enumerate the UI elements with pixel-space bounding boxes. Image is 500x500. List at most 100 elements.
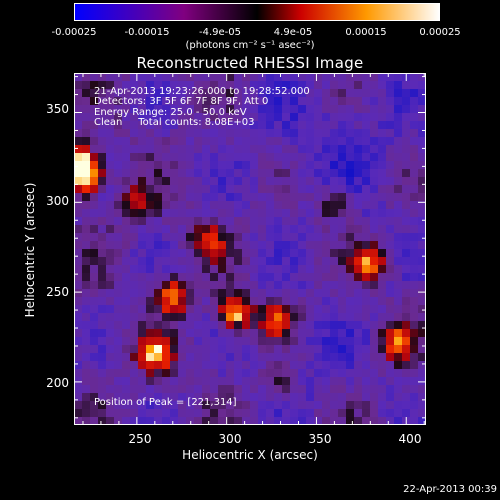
heatmap-cell	[394, 417, 402, 425]
heatmap-cell	[218, 329, 226, 337]
heatmap-cell	[210, 73, 218, 81]
heatmap-cell	[178, 401, 186, 409]
heatmap-cell	[98, 145, 106, 153]
heatmap-cell	[274, 273, 282, 281]
heatmap-cell	[226, 385, 234, 393]
heatmap-cell	[114, 161, 122, 169]
heatmap-cell	[90, 177, 98, 185]
heatmap-cell	[346, 297, 354, 305]
heatmap-cell	[274, 193, 282, 201]
heatmap-cell	[314, 121, 322, 129]
heatmap-cell	[162, 113, 170, 121]
heatmap-cell	[418, 201, 426, 209]
heatmap-cell	[74, 113, 82, 121]
heatmap-cell	[402, 153, 410, 161]
heatmap-cell	[362, 113, 370, 121]
heatmap-cell	[378, 353, 386, 361]
heatmap-cell	[146, 385, 154, 393]
heatmap-cell	[194, 177, 202, 185]
heatmap-cell	[162, 129, 170, 137]
timestamp: 22-Apr-2013 00:39	[403, 484, 497, 495]
heatmap-cell	[282, 121, 290, 129]
heatmap-cell	[330, 281, 338, 289]
heatmap-cell	[82, 361, 90, 369]
heatmap-cell	[130, 297, 138, 305]
heatmap-cell	[306, 337, 314, 345]
heatmap-cell	[402, 225, 410, 233]
heatmap-cell	[90, 193, 98, 201]
heatmap-cell	[250, 249, 258, 257]
heatmap-cell	[186, 249, 194, 257]
heatmap-cell	[298, 233, 306, 241]
heatmap-cell	[210, 105, 218, 113]
heatmap-cell	[378, 377, 386, 385]
heatmap-cell	[114, 217, 122, 225]
heatmap-cell	[250, 81, 258, 89]
heatmap-cell	[250, 409, 258, 417]
heatmap-cell	[354, 225, 362, 233]
heatmap-cell	[250, 225, 258, 233]
heatmap-cell	[106, 193, 114, 201]
heatmap-cell	[418, 97, 426, 105]
heatmap-cell	[266, 153, 274, 161]
heatmap-cell	[402, 313, 410, 321]
heatmap-cell	[274, 249, 282, 257]
heatmap-cell	[194, 73, 202, 81]
heatmap-cell	[202, 289, 210, 297]
heatmap-cell	[402, 345, 410, 353]
heatmap-cell	[226, 329, 234, 337]
heatmap-cell	[282, 353, 290, 361]
heatmap-cell	[306, 225, 314, 233]
heatmap-cell	[290, 209, 298, 217]
heatmap-cell	[98, 97, 106, 105]
heatmap-cell	[282, 73, 290, 81]
heatmap-cell	[322, 129, 330, 137]
heatmap-cell	[170, 193, 178, 201]
heatmap-cell	[346, 313, 354, 321]
heatmap-cell	[370, 113, 378, 121]
heatmap-cell	[74, 385, 82, 393]
heatmap-cell	[306, 185, 314, 193]
heatmap-cell	[314, 345, 322, 353]
heatmap-cell	[354, 409, 362, 417]
heatmap-cell	[234, 409, 242, 417]
heatmap-cell	[98, 129, 106, 137]
heatmap-cell	[338, 217, 346, 225]
heatmap-cell	[354, 393, 362, 401]
heatmap-cell	[106, 89, 114, 97]
heatmap-cell	[378, 361, 386, 369]
heatmap-cell	[226, 377, 234, 385]
heatmap-cell	[418, 377, 426, 385]
heatmap-cell	[226, 97, 234, 105]
heatmap-cell	[370, 105, 378, 113]
heatmap-cell	[362, 89, 370, 97]
heatmap-cell	[178, 249, 186, 257]
heatmap-cell	[146, 137, 154, 145]
heatmap-cell	[258, 161, 266, 169]
heatmap-cell	[194, 201, 202, 209]
heatmap-cell	[146, 249, 154, 257]
heatmap-cell	[98, 273, 106, 281]
heatmap-cell	[410, 81, 418, 89]
heatmap-cell	[138, 185, 146, 193]
heatmap-cell	[410, 273, 418, 281]
heatmap-cell	[306, 169, 314, 177]
heatmap-cell	[90, 313, 98, 321]
heatmap-cell	[322, 169, 330, 177]
heatmap-cell	[98, 345, 106, 353]
heatmap-cell	[322, 209, 330, 217]
heatmap-cell	[234, 313, 242, 321]
heatmap-cell	[290, 145, 298, 153]
heatmap-cell	[146, 225, 154, 233]
heatmap-cell	[306, 145, 314, 153]
heatmap-cell	[330, 137, 338, 145]
heatmap-cell	[130, 225, 138, 233]
x-tick-label: 250	[128, 432, 152, 446]
heatmap-cell	[234, 169, 242, 177]
heatmap-cell	[362, 105, 370, 113]
heatmap-cell	[98, 225, 106, 233]
heatmap-cell	[378, 273, 386, 281]
heatmap-cell	[290, 129, 298, 137]
image-panel[interactable]: 21-Apr-2013 19:23:26.000 to 19:28:52.000…	[74, 73, 426, 425]
heatmap-cell	[306, 73, 314, 81]
